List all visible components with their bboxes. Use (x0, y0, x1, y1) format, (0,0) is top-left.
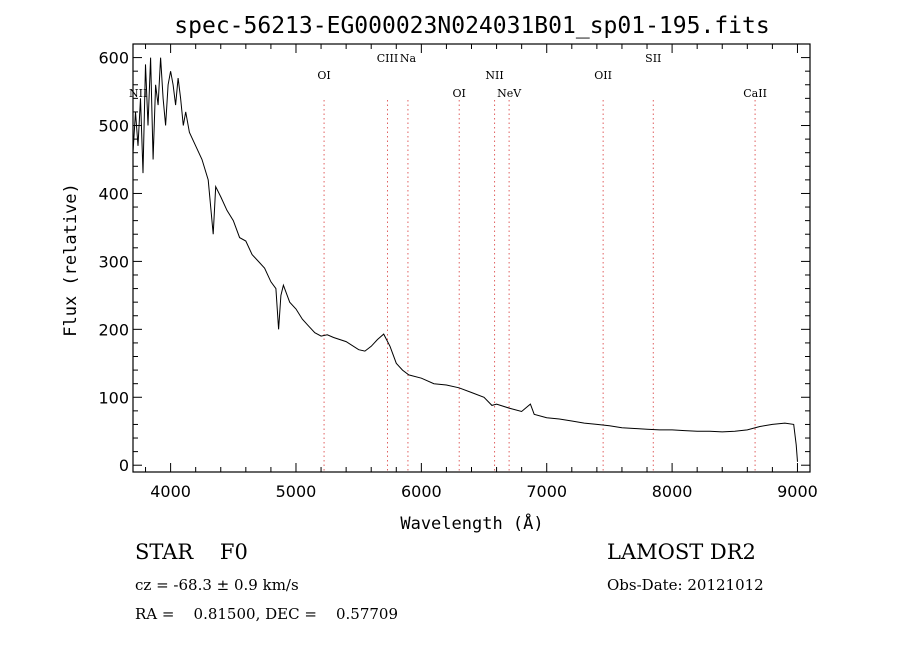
line-label: CaII (743, 87, 767, 100)
coordinates: RA = 0.81500, DEC = 0.57709 (135, 605, 398, 623)
chart-title: spec-56213-EG000023N024031B01_sp01-195.f… (174, 13, 769, 39)
x-tick-label: 9000 (777, 482, 818, 501)
survey-name: LAMOST DR2 (607, 540, 756, 564)
y-axis-label: Flux (relative) (61, 183, 81, 337)
plot-frame (132, 43, 811, 473)
spectrum-line (132, 57, 798, 462)
line-label: OII (594, 69, 612, 82)
x-tick-label: 4000 (150, 482, 191, 501)
line-label: CIII (377, 52, 398, 65)
x-axis-label: Wavelength (Å) (400, 512, 543, 534)
line-label: Na (400, 52, 417, 65)
y-tick-label: 0 (119, 456, 129, 475)
line-label: SII (645, 52, 661, 65)
line-label: OI (453, 87, 466, 100)
y-tick-label: 600 (98, 49, 129, 68)
x-tick-label: 8000 (652, 482, 693, 501)
line-label: NII (485, 69, 503, 82)
y-tick-label: 500 (98, 117, 129, 136)
y-tick-label: 100 (98, 388, 129, 407)
x-tick-label: 5000 (276, 482, 317, 501)
x-tick-label: 6000 (401, 482, 442, 501)
line-label: OI (317, 69, 330, 82)
y-tick-label: 300 (98, 252, 129, 271)
redshift-velocity: cz = -68.3 ± 0.9 km/s (135, 576, 299, 594)
y-tick-label: 400 (98, 184, 129, 203)
y-tick-label: 200 (98, 320, 129, 339)
axis-ticks: 4000 5000 6000 7000 8000 9000 0 100 200 300 400 500… (98, 44, 818, 501)
line-label: NeV (497, 87, 522, 100)
object-class: STAR F0 (135, 540, 248, 564)
observation-date: Obs-Date: 20121012 (607, 576, 764, 594)
x-tick-label: 7000 (526, 482, 567, 501)
